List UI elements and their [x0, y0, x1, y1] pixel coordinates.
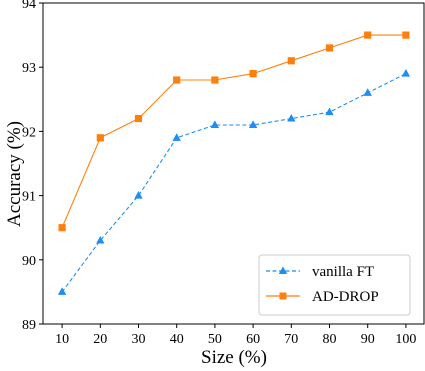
data-point-ad-drop [96, 134, 104, 142]
data-point-vanilla-ft [363, 88, 372, 96]
x-tick-label: 70 [284, 332, 298, 347]
legend-label-ad-drop: AD-DROP [312, 289, 379, 305]
data-point-ad-drop [364, 31, 372, 39]
data-point-ad-drop [211, 76, 219, 84]
data-point-vanilla-ft [96, 235, 105, 244]
y-tick-label: 92 [22, 125, 36, 140]
y-tick-label: 94 [22, 0, 36, 12]
x-tick-label: 60 [246, 332, 260, 347]
y-tick-label: 93 [22, 61, 36, 76]
x-tick-label: 90 [361, 332, 375, 347]
x-axis-title: Size (%) [201, 347, 267, 368]
x-tick-label: 40 [170, 332, 184, 347]
data-point-ad-drop [249, 70, 257, 78]
data-point-vanilla-ft [57, 287, 67, 295]
y-tick-label: 91 [22, 190, 36, 205]
data-point-vanilla-ft [210, 120, 220, 128]
x-tick-label: 30 [132, 332, 146, 347]
x-tick-label: 20 [93, 332, 107, 347]
data-point-vanilla-ft [172, 133, 181, 141]
data-point-vanilla-ft [401, 69, 411, 77]
data-point-vanilla-ft [325, 107, 334, 116]
y-axis-title: Accuracy (%) [4, 121, 25, 227]
y-tick-label: 90 [22, 254, 36, 269]
plot-frame [42, 2, 425, 325]
axes: 10 20 30 40 50 60 70 80 90 100 89 90 91 92 93 94 [22, 0, 425, 347]
x-tick-label: 50 [208, 332, 222, 347]
x-tick-label: 80 [323, 332, 337, 347]
legend-label-vanilla-ft: vanilla FT [312, 264, 374, 280]
series-layer [57, 31, 411, 295]
data-point-ad-drop [325, 44, 334, 52]
y-tick-label: 89 [22, 318, 36, 333]
data-point-vanilla-ft [248, 120, 258, 128]
data-point-ad-drop [134, 114, 143, 123]
legend-marker-vanilla-ft [278, 266, 288, 274]
legend: vanilla FT AD-DROP [258, 254, 411, 316]
x-tick-label: 100 [395, 332, 416, 347]
data-point-vanilla-ft [134, 191, 143, 199]
series-line-vanilla-ft [61, 73, 407, 293]
data-point-ad-drop [173, 76, 181, 84]
data-point-ad-drop [58, 224, 66, 232]
x-tick-label: 10 [55, 332, 69, 347]
data-point-vanilla-ft [287, 113, 296, 122]
legend-box [258, 254, 411, 316]
data-point-ad-drop [287, 57, 295, 65]
series-line-ad-drop [61, 34, 406, 228]
data-point-ad-drop [402, 31, 410, 39]
legend-marker-ad-drop [279, 292, 287, 300]
